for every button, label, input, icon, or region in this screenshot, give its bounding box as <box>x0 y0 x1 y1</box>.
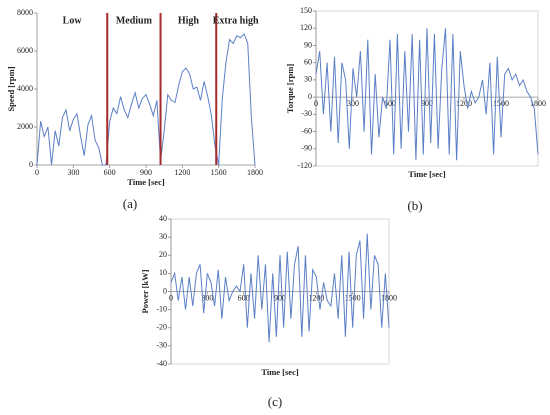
panel-label: (b) <box>407 198 422 213</box>
y-tick-label: 4000 <box>17 84 33 93</box>
x-tick-label: 1200 <box>456 99 472 108</box>
data-line <box>170 233 390 343</box>
x-axis-label: Time [sec] <box>127 177 165 187</box>
x-tick-label: 300 <box>67 168 79 177</box>
y-tick-label: -10 <box>156 304 167 313</box>
x-tick-label: 1200 <box>174 168 190 177</box>
y-tick-label: 8000 <box>17 8 33 17</box>
x-tick-label: 1500 <box>493 99 509 108</box>
x-tick-label: 300 <box>201 293 213 302</box>
y-tick-label: 2000 <box>17 122 33 131</box>
x-tick-label: 0 <box>35 168 39 177</box>
data-line <box>36 32 256 166</box>
y-tick-label: -120 <box>297 161 312 170</box>
x-tick-label: 1500 <box>345 293 361 302</box>
phase-label: Low <box>63 15 83 26</box>
x-tick-label: 1800 <box>381 293 397 302</box>
y-axis-label: Power [kW] <box>140 269 150 313</box>
phase-label: Extra high <box>213 15 259 26</box>
phase-label: Medium <box>116 15 153 26</box>
y-tick-label: 30 <box>159 232 167 241</box>
x-tick-label: 1800 <box>530 99 546 108</box>
y-tick-label: -30 <box>301 109 312 118</box>
data-line <box>315 28 539 161</box>
x-tick-label: 1800 <box>247 168 263 177</box>
y-tick-label: 6000 <box>17 46 33 55</box>
y-tick-label: -40 <box>156 359 167 368</box>
y-tick-label: -60 <box>301 126 312 135</box>
x-tick-label: 600 <box>238 293 250 302</box>
x-tick-label: 600 <box>384 99 396 108</box>
y-tick-label: -90 <box>301 144 312 153</box>
y-tick-label: 0 <box>308 92 312 101</box>
x-tick-label: 0 <box>314 99 318 108</box>
x-axis-label: Time [sec] <box>261 367 299 377</box>
x-axis-label: Time [sec] <box>408 169 446 179</box>
x-tick-label: 900 <box>274 293 286 302</box>
x-tick-label: 0 <box>169 293 173 302</box>
x-tick-label: 1200 <box>308 293 324 302</box>
x-tick-label: 300 <box>347 99 359 108</box>
y-tick-label: 20 <box>159 250 167 259</box>
y-tick-label: 40 <box>159 214 167 223</box>
y-tick-label: 0 <box>163 286 167 295</box>
y-tick-label: 30 <box>304 75 312 84</box>
y-tick-label: -30 <box>156 341 167 350</box>
panel-label: (a) <box>123 196 137 211</box>
phase-label: High <box>178 15 200 26</box>
x-tick-label: 900 <box>421 99 433 108</box>
y-axis-label: Torque [rpm] <box>285 64 295 114</box>
x-tick-label: 900 <box>140 168 152 177</box>
y-tick-label: 0 <box>29 160 33 169</box>
y-tick-label: 90 <box>304 40 312 49</box>
panel-label: (c) <box>268 394 282 409</box>
x-tick-label: 1500 <box>211 168 227 177</box>
y-tick-label: 120 <box>300 23 312 32</box>
y-tick-label: 10 <box>159 268 167 277</box>
y-tick-label: -20 <box>156 323 167 332</box>
y-tick-label: 60 <box>304 57 312 66</box>
x-tick-label: 600 <box>104 168 116 177</box>
y-tick-label: 150 <box>300 6 312 15</box>
y-axis-label: Speed [rpm] <box>6 66 16 111</box>
